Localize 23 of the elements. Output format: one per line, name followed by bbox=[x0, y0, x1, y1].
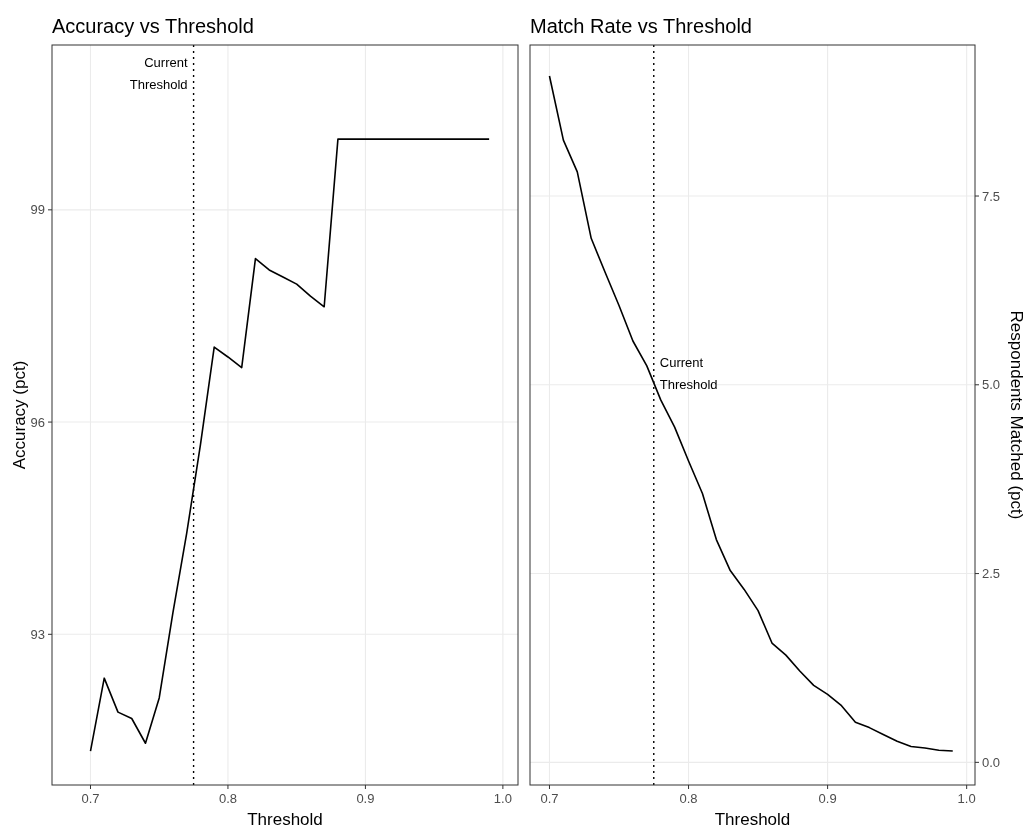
x-tick-label: 0.9 bbox=[356, 791, 375, 806]
y-tick-label: 96 bbox=[30, 414, 45, 430]
x-tick-label: 0.7 bbox=[81, 791, 100, 806]
y-tick-label: 93 bbox=[30, 626, 45, 642]
y2-axis-title: Respondents Matched (pct) bbox=[1007, 310, 1026, 520]
y-tick-label: 99 bbox=[30, 202, 45, 218]
x-tick-label: 0.8 bbox=[218, 791, 237, 806]
y2-tick-label: 5.0 bbox=[982, 377, 1001, 393]
annotation: Current Threshold bbox=[659, 355, 718, 392]
x-tick-label: 0.9 bbox=[818, 791, 837, 806]
x-tick-label: 1.0 bbox=[957, 791, 976, 806]
y2-tick-label: 7.5 bbox=[982, 188, 1001, 204]
chart-title: Accuracy vs Threshold bbox=[52, 15, 254, 37]
x-axis-title: Threshold bbox=[714, 810, 791, 829]
chart-title: Match Rate vs Threshold bbox=[530, 15, 752, 37]
x-tick-label: 1.0 bbox=[493, 791, 512, 806]
x-tick-label: 0.7 bbox=[540, 791, 559, 806]
x-tick-label: 0.8 bbox=[679, 791, 698, 806]
y2-tick-label: 0.0 bbox=[982, 754, 1001, 770]
annotation: Current Threshold bbox=[129, 55, 188, 93]
y-axis-title: Accuracy (pct) bbox=[10, 360, 29, 470]
y2-tick-label: 2.5 bbox=[982, 566, 1001, 582]
x-axis-title: Threshold bbox=[247, 810, 323, 829]
